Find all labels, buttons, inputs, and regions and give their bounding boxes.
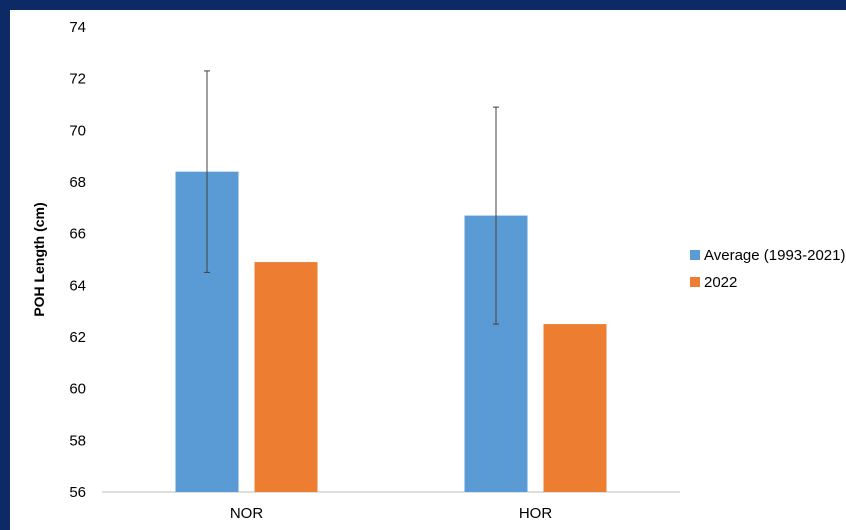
y-tick-label: 56 [69,484,86,501]
x-category-label: HOR [519,505,553,522]
legend-entry: 2022 [704,274,737,291]
bar-chart: 56 58 60 62 64 66 68 70 72 74 POH Length (cm) NOR… [31,19,846,522]
y-tick-label: 62 [69,329,86,346]
bars [175,70,607,493]
y-tick-label: 74 [69,19,86,36]
legend: Average (1993-2021) 2022 [690,247,846,291]
y-tick-label: 60 [69,381,86,398]
y-axis: 56 58 60 62 64 66 68 70 72 74 [69,19,86,501]
legend-swatch [690,277,700,287]
y-tick-label: 64 [69,277,86,294]
y-axis-label: POH Length (cm) [31,202,47,316]
y-tick-label: 72 [69,71,86,88]
bar-nor-series-1 [254,262,318,492]
chart-frame: 56 58 60 62 64 66 68 70 72 74 POH Length (cm) NOR… [10,10,846,530]
legend-entry: Average (1993-2021) [704,247,846,264]
bar-hor-series-1 [543,324,607,492]
y-tick-label: 70 [69,122,86,139]
y-tick-label: 66 [69,226,86,243]
x-category-label: NOR [230,505,264,522]
legend-swatch [690,250,700,260]
y-tick-label: 58 [69,432,86,449]
y-tick-label: 68 [69,174,86,191]
x-axis-categories: NOR HOR [230,505,553,522]
